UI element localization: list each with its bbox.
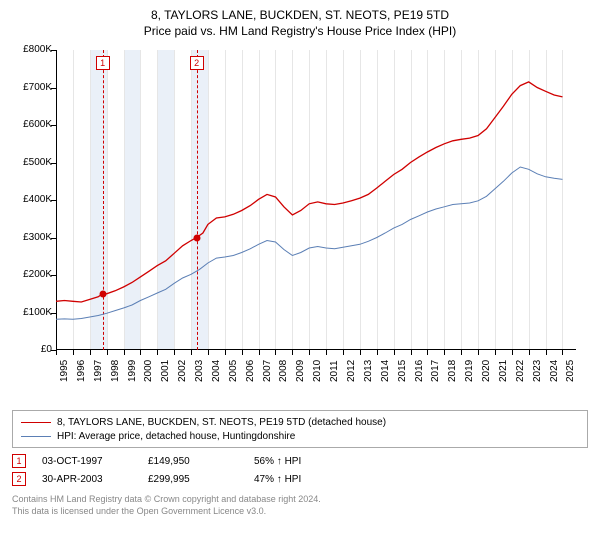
legend: 8, TAYLORS LANE, BUCKDEN, ST. NEOTS, PE1… (12, 410, 588, 448)
event-price: £149,950 (148, 456, 238, 467)
x-axis-label: 1997 (93, 360, 104, 382)
legend-label: 8, TAYLORS LANE, BUCKDEN, ST. NEOTS, PE1… (57, 417, 386, 428)
x-axis-label: 2014 (380, 360, 391, 382)
series-svg (12, 46, 578, 352)
x-axis-label: 2010 (312, 360, 323, 382)
event-pct: 56% ↑ HPI (254, 456, 344, 467)
legend-label: HPI: Average price, detached house, Hunt… (57, 431, 295, 442)
event-price: £299,995 (148, 474, 238, 485)
x-axis-label: 2007 (262, 360, 273, 382)
attribution-footer: Contains HM Land Registry data © Crown c… (12, 494, 588, 517)
x-axis-label: 2001 (160, 360, 171, 382)
x-axis-label: 2004 (211, 360, 222, 382)
x-axis-label: 2024 (549, 360, 560, 382)
event-row-tag: 2 (12, 472, 26, 486)
x-axis-label: 2012 (346, 360, 357, 382)
event-marker (193, 234, 200, 241)
x-axis-label: 2018 (447, 360, 458, 382)
x-axis-label: 2020 (481, 360, 492, 382)
x-axis-label: 2008 (278, 360, 289, 382)
x-axis-label: 2009 (295, 360, 306, 382)
legend-row: HPI: Average price, detached house, Hunt… (21, 429, 579, 443)
event-date: 30-APR-2003 (42, 474, 132, 485)
x-axis-label: 2025 (565, 360, 576, 382)
x-axis-label: 2021 (498, 360, 509, 382)
x-axis-label: 2017 (430, 360, 441, 382)
series-hpi (56, 167, 563, 319)
x-axis-label: 2013 (363, 360, 374, 382)
legend-row: 8, TAYLORS LANE, BUCKDEN, ST. NEOTS, PE1… (21, 415, 579, 429)
x-axis-label: 2000 (143, 360, 154, 382)
x-axis-label: 2015 (397, 360, 408, 382)
x-axis-label: 1995 (59, 360, 70, 382)
price-chart: 1995 1996 1997 1998 1999 2000 2001 2002 2003 2004… (12, 46, 588, 406)
event-marker (99, 290, 106, 297)
footer-line-1: Contains HM Land Registry data © Crown c… (12, 494, 588, 506)
event-pct: 47% ↑ HPI (254, 474, 344, 485)
event-row-tag: 1 (12, 454, 26, 468)
event-table: 1 03-OCT-1997 £149,950 56% ↑ HPI 2 30-APR-200… (12, 454, 588, 486)
footer-line-2: This data is licensed under the Open Gov… (12, 506, 588, 518)
title-line-2: Price paid vs. HM Land Registry's House … (12, 24, 588, 38)
event-row: 2 30-APR-2003 £299,995 47% ↑ HPI (12, 472, 588, 486)
x-axis-label: 2023 (532, 360, 543, 382)
x-axis-label: 1999 (127, 360, 138, 382)
x-axis-label: 2016 (414, 360, 425, 382)
title-line-1: 8, TAYLORS LANE, BUCKDEN, ST. NEOTS, PE1… (12, 8, 588, 22)
x-axis-label: 2022 (515, 360, 526, 382)
event-date: 03-OCT-1997 (42, 456, 132, 467)
x-axis-label: 2011 (329, 360, 340, 382)
x-axis-label: 2003 (194, 360, 205, 382)
event-row: 1 03-OCT-1997 £149,950 56% ↑ HPI (12, 454, 588, 468)
legend-swatch (21, 436, 51, 437)
series-price_paid (56, 82, 563, 302)
legend-swatch (21, 422, 51, 423)
x-axis-label: 2019 (464, 360, 475, 382)
x-axis-label: 2002 (177, 360, 188, 382)
x-axis-label: 1996 (76, 360, 87, 382)
x-axis-label: 2006 (245, 360, 256, 382)
x-axis-label: 2005 (228, 360, 239, 382)
x-axis-label: 1998 (110, 360, 121, 382)
